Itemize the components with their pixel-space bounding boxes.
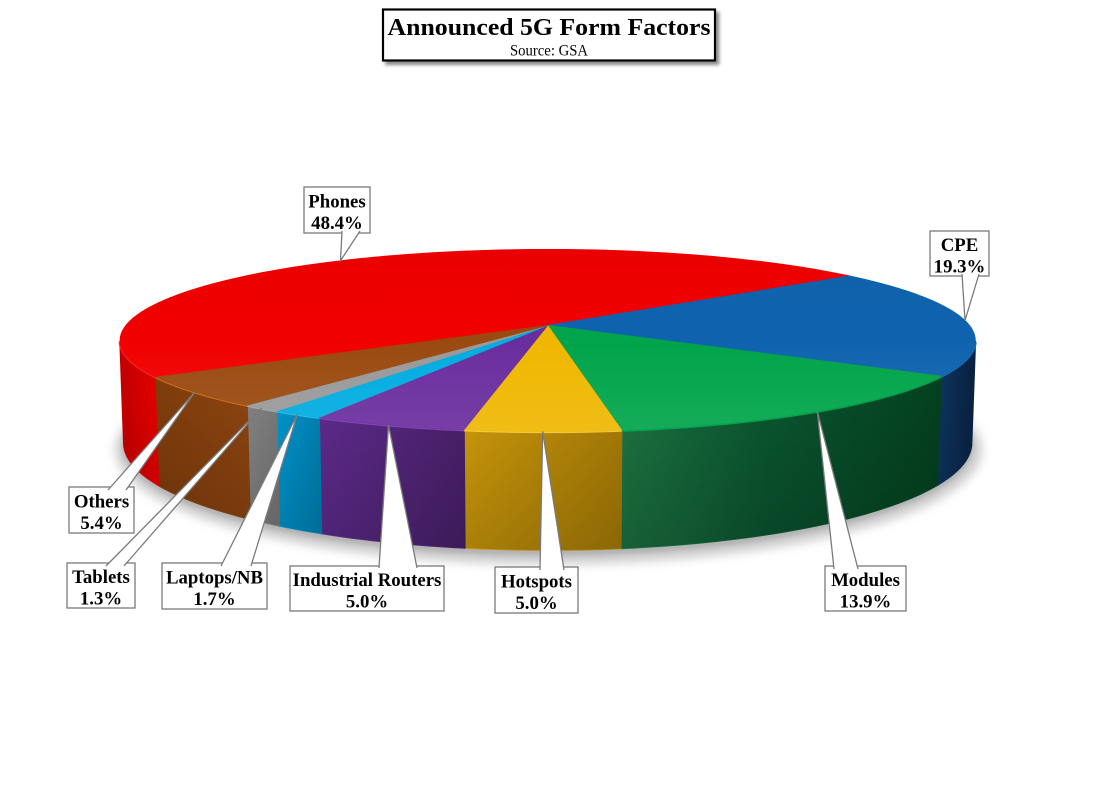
svg-text:CPE: CPE [941,235,979,256]
svg-text:19.3%: 19.3% [934,257,986,278]
svg-text:13.9%: 13.9% [840,592,892,613]
svg-text:1.3%: 1.3% [80,589,122,610]
svg-text:Industrial Routers: Industrial Routers [293,570,442,591]
svg-text:Laptops/NB: Laptops/NB [166,568,263,589]
svg-text:Announced 5G Form Factors: Announced 5G Form Factors [388,14,711,41]
svg-text:48.4%: 48.4% [311,213,363,234]
svg-text:Others: Others [74,492,129,513]
svg-text:Tablets: Tablets [72,567,130,588]
svg-text:Hotspots: Hotspots [501,572,572,593]
svg-text:Source: GSA: Source: GSA [510,43,589,60]
svg-text:1.7%: 1.7% [193,589,235,610]
svg-text:5.0%: 5.0% [515,593,557,614]
svg-text:Modules: Modules [831,570,900,591]
svg-text:5.4%: 5.4% [80,513,122,534]
svg-text:5.0%: 5.0% [346,592,388,613]
svg-text:Phones: Phones [308,192,365,213]
